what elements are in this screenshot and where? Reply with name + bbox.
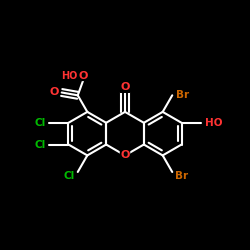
Text: HO: HO: [62, 70, 78, 81]
Text: Br: Br: [175, 172, 188, 181]
Text: Cl: Cl: [34, 118, 46, 128]
Text: O: O: [50, 88, 59, 98]
Text: Cl: Cl: [34, 140, 46, 149]
Text: Cl: Cl: [64, 172, 75, 181]
Text: O: O: [78, 70, 88, 81]
Text: O: O: [120, 150, 130, 160]
Text: O: O: [120, 82, 130, 92]
Text: HO: HO: [204, 118, 222, 128]
Text: Br: Br: [176, 90, 189, 100]
